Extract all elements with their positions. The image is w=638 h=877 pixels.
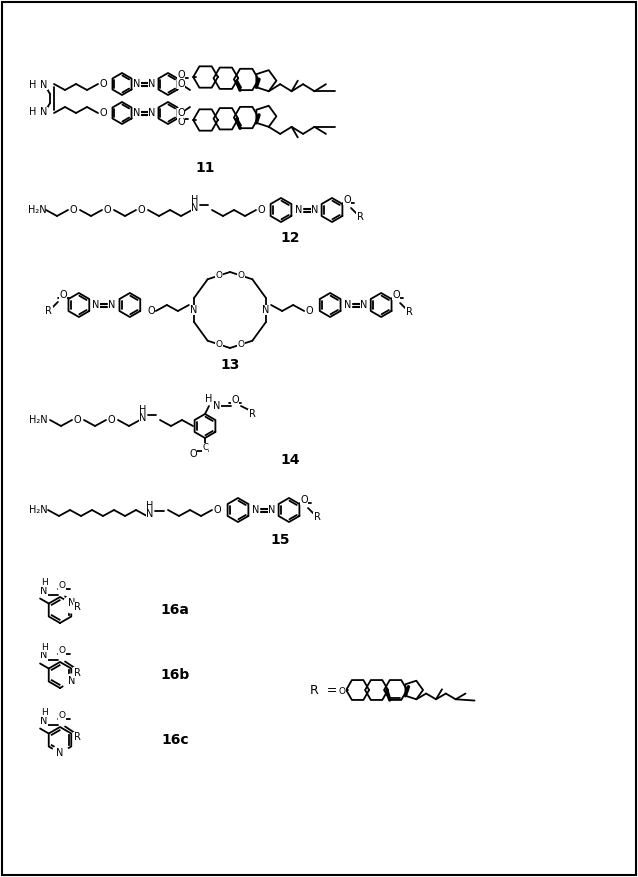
Text: O: O	[216, 271, 222, 280]
Text: O: O	[238, 340, 244, 349]
Text: O: O	[213, 505, 221, 515]
Text: R: R	[45, 306, 52, 316]
Text: 16c: 16c	[161, 733, 189, 747]
Text: O: O	[99, 79, 107, 89]
Text: N: N	[139, 413, 147, 423]
Text: H: H	[29, 80, 36, 90]
Text: R: R	[357, 212, 364, 222]
Text: N: N	[133, 79, 141, 89]
Text: R: R	[73, 602, 80, 612]
Text: O: O	[257, 205, 265, 215]
Text: N: N	[148, 79, 156, 89]
Text: O: O	[59, 290, 67, 300]
Text: N: N	[56, 748, 64, 758]
Text: N: N	[146, 509, 154, 519]
Text: H: H	[41, 708, 47, 717]
Text: O: O	[59, 581, 66, 590]
Text: N: N	[40, 586, 48, 595]
Text: N: N	[108, 300, 115, 310]
Text: N: N	[133, 108, 141, 118]
Text: O: O	[300, 495, 308, 505]
Text: N: N	[68, 598, 75, 609]
Text: H: H	[41, 578, 47, 587]
Text: O: O	[177, 108, 185, 118]
Text: N: N	[269, 505, 276, 515]
Text: N: N	[40, 651, 48, 660]
Text: H: H	[205, 394, 212, 404]
Text: N: N	[40, 80, 48, 90]
Text: N: N	[311, 205, 319, 215]
Text: O: O	[73, 415, 81, 425]
Text: O: O	[189, 449, 197, 459]
Text: R: R	[313, 512, 320, 522]
Text: R  =: R =	[310, 683, 338, 696]
Text: N: N	[148, 108, 156, 118]
Text: N: N	[40, 107, 48, 117]
Text: H₂N: H₂N	[29, 415, 48, 425]
Text: H: H	[139, 405, 147, 415]
Text: 14: 14	[280, 453, 300, 467]
Text: R: R	[406, 307, 413, 317]
Text: 16b: 16b	[160, 668, 189, 682]
Text: R: R	[73, 667, 80, 678]
Text: O: O	[339, 687, 346, 695]
Text: N: N	[252, 505, 260, 515]
Text: O: O	[59, 646, 66, 655]
Text: O: O	[137, 205, 145, 215]
Text: N: N	[360, 300, 368, 310]
Text: O: O	[238, 271, 244, 280]
Text: O: O	[99, 108, 107, 118]
Text: R: R	[73, 732, 80, 743]
Text: N: N	[68, 676, 75, 687]
Text: N: N	[40, 716, 48, 725]
Text: H₂N: H₂N	[29, 505, 48, 515]
Text: N: N	[190, 305, 198, 315]
Text: N: N	[191, 203, 198, 213]
Text: N: N	[262, 305, 270, 315]
Text: 15: 15	[271, 533, 290, 547]
Text: 12: 12	[280, 231, 300, 245]
Text: O: O	[177, 117, 185, 127]
Text: C: C	[202, 444, 208, 453]
Text: H: H	[146, 501, 154, 511]
Text: O: O	[103, 205, 111, 215]
Text: O: O	[69, 205, 77, 215]
Text: 16a: 16a	[161, 603, 189, 617]
Text: O: O	[177, 79, 185, 89]
Text: O: O	[231, 395, 239, 405]
Text: N: N	[295, 205, 302, 215]
Text: O: O	[216, 340, 222, 349]
Text: 11: 11	[195, 161, 215, 175]
Text: 13: 13	[220, 358, 240, 372]
Text: H: H	[29, 107, 36, 117]
Text: N: N	[345, 300, 352, 310]
Text: O: O	[343, 195, 351, 205]
Text: O: O	[177, 70, 185, 80]
Text: O: O	[306, 306, 313, 316]
Text: O: O	[107, 415, 115, 425]
Text: N: N	[213, 401, 221, 411]
Text: H: H	[191, 195, 198, 205]
Text: O: O	[392, 290, 400, 300]
Text: R: R	[249, 409, 255, 419]
Text: O: O	[59, 711, 66, 720]
Text: H₂N: H₂N	[28, 205, 47, 215]
Text: O: O	[147, 306, 154, 316]
Text: H: H	[41, 643, 47, 652]
Text: N: N	[92, 300, 100, 310]
